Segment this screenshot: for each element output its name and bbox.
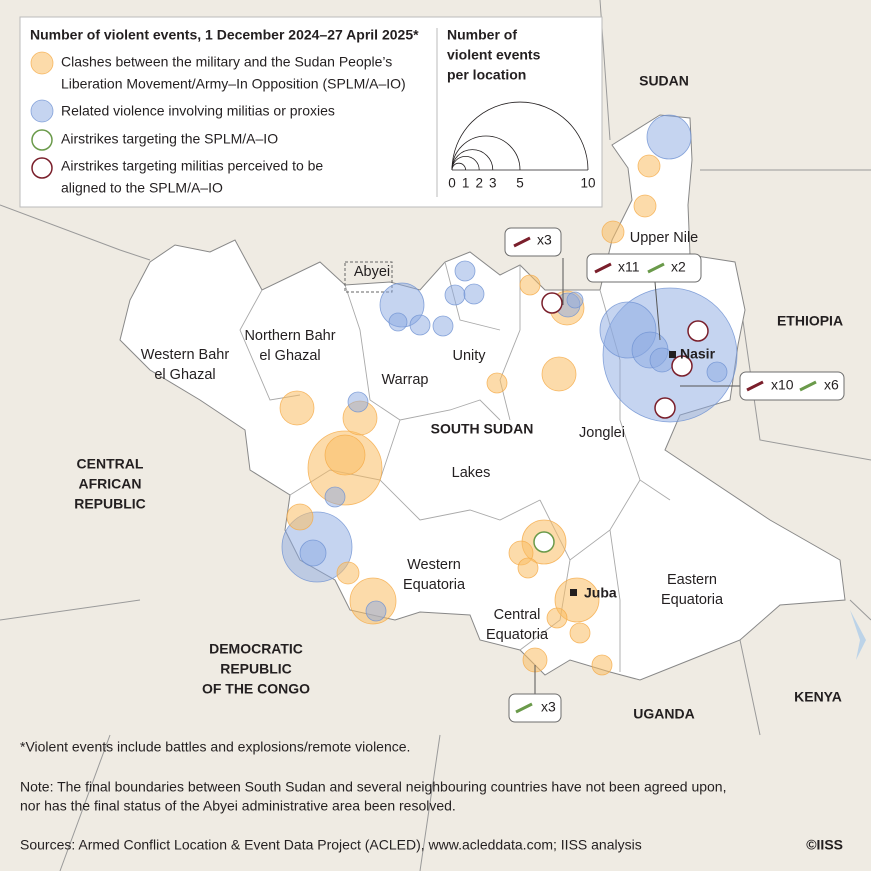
legend-swatch bbox=[30, 51, 54, 75]
city-label: Nasir bbox=[680, 346, 716, 362]
countrie-label: SUDAN bbox=[639, 73, 689, 89]
juba-marker bbox=[570, 589, 577, 596]
size-arc bbox=[451, 135, 521, 171]
countrie-label: REPUBLIC bbox=[74, 496, 146, 512]
city-label: Juba bbox=[584, 585, 617, 601]
countrie-label: KENYA bbox=[794, 689, 842, 705]
size-legend-title: Number of bbox=[447, 27, 517, 43]
footnote: *Violent events include battles and expl… bbox=[20, 739, 410, 755]
state-label: Equatoria bbox=[486, 627, 549, 643]
airstrike-markers bbox=[504, 227, 845, 723]
countrie-label: UGANDA bbox=[633, 706, 694, 722]
callout-label: x2 bbox=[671, 259, 686, 275]
state-label: el Ghazal bbox=[154, 367, 215, 383]
state-label: Western Bahr bbox=[141, 347, 230, 363]
lake bbox=[850, 610, 866, 660]
legend-swatch bbox=[30, 99, 54, 123]
callout-label: x3 bbox=[541, 699, 556, 715]
legend-swatch bbox=[31, 129, 53, 151]
size-legend-title: per location bbox=[447, 67, 526, 83]
callout-label: x10 bbox=[771, 377, 794, 393]
countrie-label: OF THE CONGO bbox=[202, 681, 310, 697]
size-tick-label: 5 bbox=[516, 176, 524, 191]
state-label: Equatoria bbox=[403, 577, 466, 593]
countrie-label: REPUBLIC bbox=[220, 661, 292, 677]
size-tick-label: 0 bbox=[448, 176, 456, 191]
legend-swatch bbox=[31, 157, 53, 179]
labels: SUDAN ETHIOPIA CENTRAL AFRICAN REPUBLIC DEMOC… bbox=[20, 73, 843, 853]
callout-label: x11 bbox=[618, 259, 640, 275]
note: Note: The final boundaries between South… bbox=[20, 779, 726, 795]
legend-box bbox=[19, 16, 603, 208]
size-arc bbox=[451, 149, 494, 171]
legend-item: Airstrikes targeting militias perceived … bbox=[61, 158, 323, 174]
sources: Sources: Armed Conflict Location & Event… bbox=[20, 837, 642, 853]
nasir-marker bbox=[669, 351, 676, 358]
callout-label: x6 bbox=[824, 377, 839, 393]
size-tick-label: 3 bbox=[489, 176, 497, 191]
size-arc bbox=[451, 156, 480, 171]
countrie-label: CENTRAL bbox=[77, 456, 144, 472]
state-label: Western bbox=[407, 557, 461, 573]
countrie-label: ETHIOPIA bbox=[777, 313, 843, 329]
state-label: Eastern bbox=[667, 572, 717, 588]
copyright: ©IISS bbox=[806, 837, 843, 853]
state-label: Lakes bbox=[452, 465, 491, 481]
state-label: Upper Nile bbox=[630, 230, 699, 246]
state-label: Central bbox=[494, 607, 541, 623]
size-legend: 0 1 2 3 5 10 bbox=[448, 101, 596, 191]
state-label: Jonglei bbox=[579, 425, 625, 441]
state-label: Warrap bbox=[382, 372, 429, 388]
state-label: Equatoria bbox=[661, 592, 724, 608]
callout-label: x3 bbox=[537, 232, 552, 248]
legend-item: Liberation Movement/Army–In Opposition (… bbox=[61, 76, 406, 92]
size-tick-label: 1 bbox=[462, 176, 470, 191]
countrie-label: SOUTH SUDAN bbox=[431, 421, 534, 437]
legend-item: aligned to the SPLM/A–IO bbox=[61, 180, 223, 196]
countrie-label: DEMOCRATIC bbox=[209, 641, 303, 657]
state-label: Abyei bbox=[354, 264, 390, 280]
legend-item: Airstrikes targeting the SPLM/A–IO bbox=[61, 131, 278, 147]
note: nor has the final status of the Abyei ad… bbox=[20, 798, 456, 814]
size-tick-label: 2 bbox=[475, 176, 483, 191]
size-arc bbox=[451, 101, 589, 171]
state-label: Unity bbox=[452, 348, 486, 364]
size-tick-label: 10 bbox=[580, 176, 595, 191]
countrie-label: AFRICAN bbox=[79, 476, 142, 492]
legend-item: Clashes between the military and the Sud… bbox=[61, 54, 392, 70]
state-label: el Ghazal bbox=[259, 348, 320, 364]
state-label: Northern Bahr bbox=[244, 328, 335, 344]
legend-title: Number of violent events, 1 December 202… bbox=[30, 27, 419, 43]
size-legend-title: violent events bbox=[447, 47, 541, 63]
legend-item: Related violence involving militias or p… bbox=[61, 103, 335, 119]
